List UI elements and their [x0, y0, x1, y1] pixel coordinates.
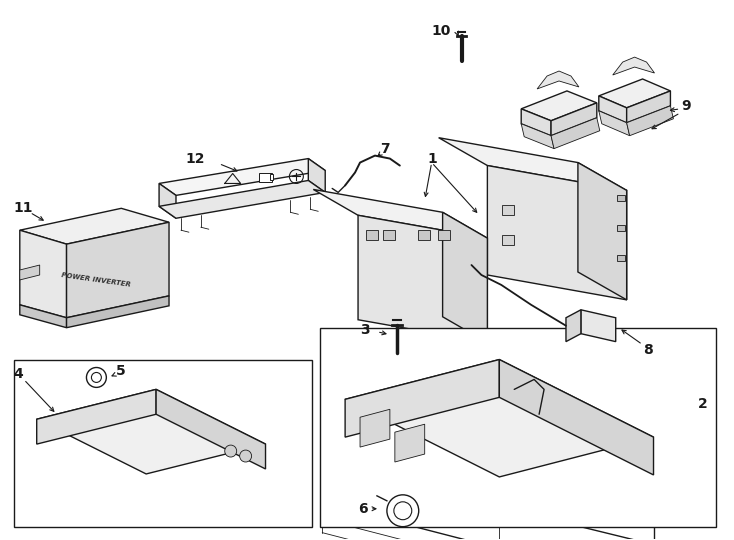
Polygon shape [521, 109, 551, 136]
Polygon shape [159, 159, 325, 195]
Bar [617, 255, 625, 261]
Polygon shape [551, 103, 597, 136]
Polygon shape [20, 208, 169, 244]
Polygon shape [308, 159, 325, 192]
Polygon shape [20, 230, 67, 318]
Text: 4: 4 [14, 367, 23, 381]
Bar [502, 235, 515, 245]
Polygon shape [313, 190, 487, 238]
Bar [383, 230, 395, 240]
Polygon shape [37, 389, 156, 444]
Polygon shape [499, 360, 653, 475]
Bar [271, 174, 274, 180]
Text: POWER INVERTER: POWER INVERTER [62, 272, 131, 288]
Text: 12: 12 [186, 152, 206, 166]
Bar [258, 172, 272, 183]
Text: 7: 7 [380, 141, 390, 156]
Bar [418, 230, 429, 240]
Text: 11: 11 [14, 201, 33, 215]
Circle shape [387, 495, 418, 526]
Circle shape [87, 368, 106, 387]
Polygon shape [159, 180, 325, 218]
Polygon shape [345, 360, 653, 477]
Polygon shape [599, 96, 627, 123]
Bar [617, 225, 625, 231]
Polygon shape [345, 360, 499, 437]
Text: 1: 1 [428, 152, 437, 166]
Polygon shape [581, 310, 616, 342]
Polygon shape [566, 310, 581, 342]
Polygon shape [613, 57, 655, 75]
Bar [502, 205, 515, 215]
Polygon shape [20, 305, 67, 328]
Text: 6: 6 [358, 502, 368, 516]
Circle shape [225, 445, 236, 457]
Polygon shape [159, 184, 176, 218]
Polygon shape [487, 166, 627, 300]
Polygon shape [67, 222, 169, 318]
Polygon shape [443, 212, 487, 342]
Polygon shape [358, 215, 487, 342]
Text: 2: 2 [698, 397, 708, 411]
Polygon shape [537, 71, 579, 89]
Polygon shape [627, 91, 670, 123]
Text: 9: 9 [681, 99, 691, 113]
Bar [14, 360, 312, 526]
Polygon shape [599, 111, 630, 136]
Text: 10: 10 [432, 24, 451, 38]
Polygon shape [156, 389, 266, 469]
Text: 3: 3 [360, 323, 370, 337]
Text: 8: 8 [644, 342, 653, 356]
Polygon shape [439, 138, 627, 191]
Bar [366, 230, 378, 240]
Polygon shape [627, 106, 673, 136]
Polygon shape [395, 424, 425, 462]
Bar [437, 230, 449, 240]
Text: 5: 5 [116, 364, 126, 379]
Polygon shape [521, 124, 554, 149]
Circle shape [240, 450, 252, 462]
Bar [617, 195, 625, 201]
Polygon shape [20, 265, 40, 280]
Polygon shape [67, 296, 169, 328]
Polygon shape [551, 118, 600, 148]
Polygon shape [37, 389, 266, 474]
Polygon shape [360, 409, 390, 447]
Bar [320, 328, 716, 526]
Polygon shape [578, 163, 627, 300]
Polygon shape [521, 91, 597, 121]
Polygon shape [599, 79, 670, 108]
